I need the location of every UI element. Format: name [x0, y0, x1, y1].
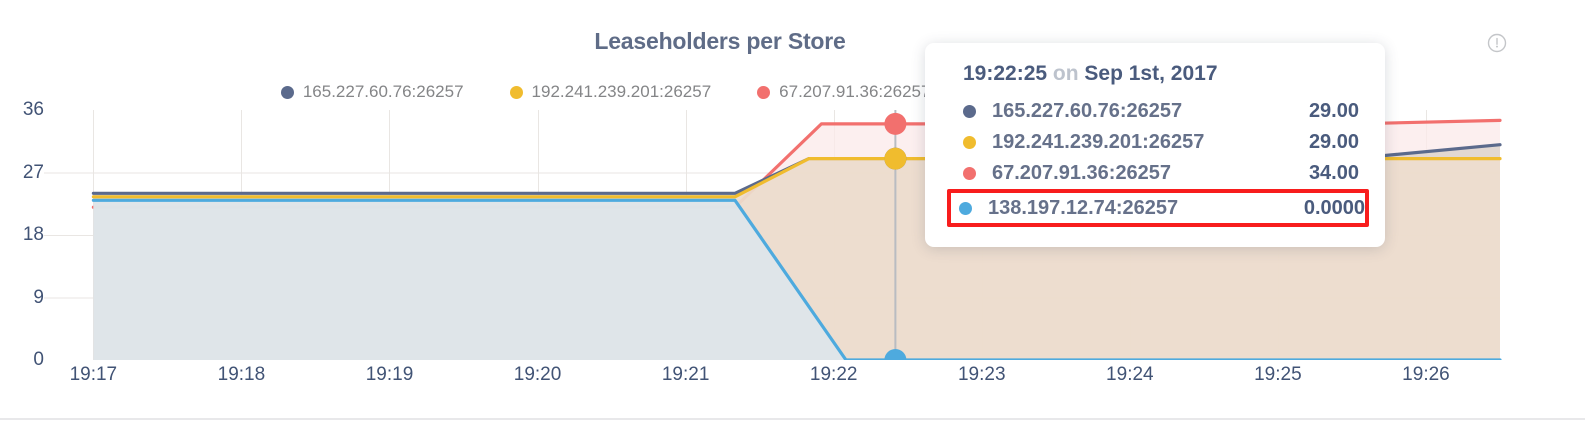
chart-hover-marker: [884, 147, 907, 170]
tooltip-series-label: 67.207.91.36:26257: [992, 162, 1172, 184]
tooltip-color-dot: [959, 201, 972, 215]
legend-color-dot: [280, 85, 294, 99]
chart-tooltip: 19:22:25 on Sep 1st, 2017 165.227.60.76:…: [925, 43, 1385, 247]
x-axis: 19:17 19:18 19:19 19:20 19:21 19:22 19:23 19:24…: [0, 362, 1585, 392]
legend-item[interactable]: 67.207.91.36:26257: [757, 82, 930, 102]
tooltip-series-value: 29.00: [1308, 100, 1359, 122]
legend-item[interactable]: 165.227.60.76:26257: [280, 82, 464, 102]
x-axis-tick-label: 19:23: [957, 364, 1006, 385]
tooltip-series-value: 0.0000: [1303, 196, 1365, 219]
tooltip-joiner: on: [1052, 62, 1079, 85]
chart-hover-marker: [884, 112, 907, 135]
tooltip-row: 192.241.239.201:26257 29.00: [951, 127, 1359, 158]
y-axis-tick-label: 27: [22, 161, 44, 183]
x-axis-tick-label: 19:26: [1402, 364, 1450, 385]
x-axis-tick-label: 19:24: [1106, 364, 1154, 385]
tooltip-color-dot: [963, 105, 976, 118]
legend-color-dot: [757, 85, 771, 99]
page-title: Leaseholders per Store: [594, 28, 846, 54]
chart-hover-marker: [884, 349, 907, 360]
panel-divider: [0, 418, 1585, 420]
y-axis-tick-label: 9: [33, 286, 44, 308]
tooltip-row: 165.227.60.76:26257 29.00: [951, 96, 1359, 127]
tooltip-color-dot: [963, 136, 976, 149]
x-axis-tick-label: 19:18: [217, 364, 266, 385]
x-axis-tick-label: 19:19: [365, 364, 414, 385]
tooltip-row-highlighted: 138.197.12.74:26257 0.0000: [947, 189, 1369, 227]
legend-item[interactable]: 192.241.239.201:26257: [509, 82, 712, 102]
tooltip-series-label: 165.227.60.76:26257: [992, 100, 1183, 122]
x-axis-tick-label: 19:25: [1254, 364, 1302, 385]
legend-item-label: 67.207.91.36:26257: [779, 82, 931, 101]
legend-item-label: 165.227.60.76:26257: [302, 82, 464, 101]
legend-color-dot: [509, 85, 523, 99]
y-axis-tick-label: 0: [33, 349, 44, 370]
tooltip-series-label: 138.197.12.74:26257: [988, 196, 1179, 219]
y-axis-tick-label: 36: [22, 99, 44, 120]
info-circle-icon[interactable]: [1487, 33, 1507, 53]
tooltip-series-value: 34.00: [1308, 162, 1359, 184]
x-axis-tick-label: 19:17: [69, 364, 118, 385]
x-axis-tick-label: 19:22: [809, 364, 858, 385]
tooltip-row: 67.207.91.36:26257 34.00: [951, 158, 1359, 189]
tooltip-date: Sep 1st, 2017: [1084, 62, 1218, 85]
legend-item-label: 192.241.239.201:26257: [531, 82, 712, 101]
y-axis: 36 27 18 9 0: [0, 99, 44, 370]
tooltip-series-label: 192.241.239.201:26257: [992, 131, 1205, 153]
tooltip-header: 19:22:25 on Sep 1st, 2017: [963, 62, 1359, 86]
chart-series: [91, 198, 1502, 360]
x-axis-tick-label: 19:20: [513, 364, 562, 385]
x-axis-tick-label: 19:21: [661, 364, 710, 385]
y-axis-tick-label: 18: [22, 224, 44, 245]
tooltip-time: 19:22:25: [963, 62, 1048, 85]
tooltip-rows: 165.227.60.76:26257 29.00 192.241.239.201:…: [947, 96, 1369, 227]
tooltip-series-value: 29.00: [1308, 131, 1359, 153]
tooltip-color-dot: [963, 167, 976, 180]
